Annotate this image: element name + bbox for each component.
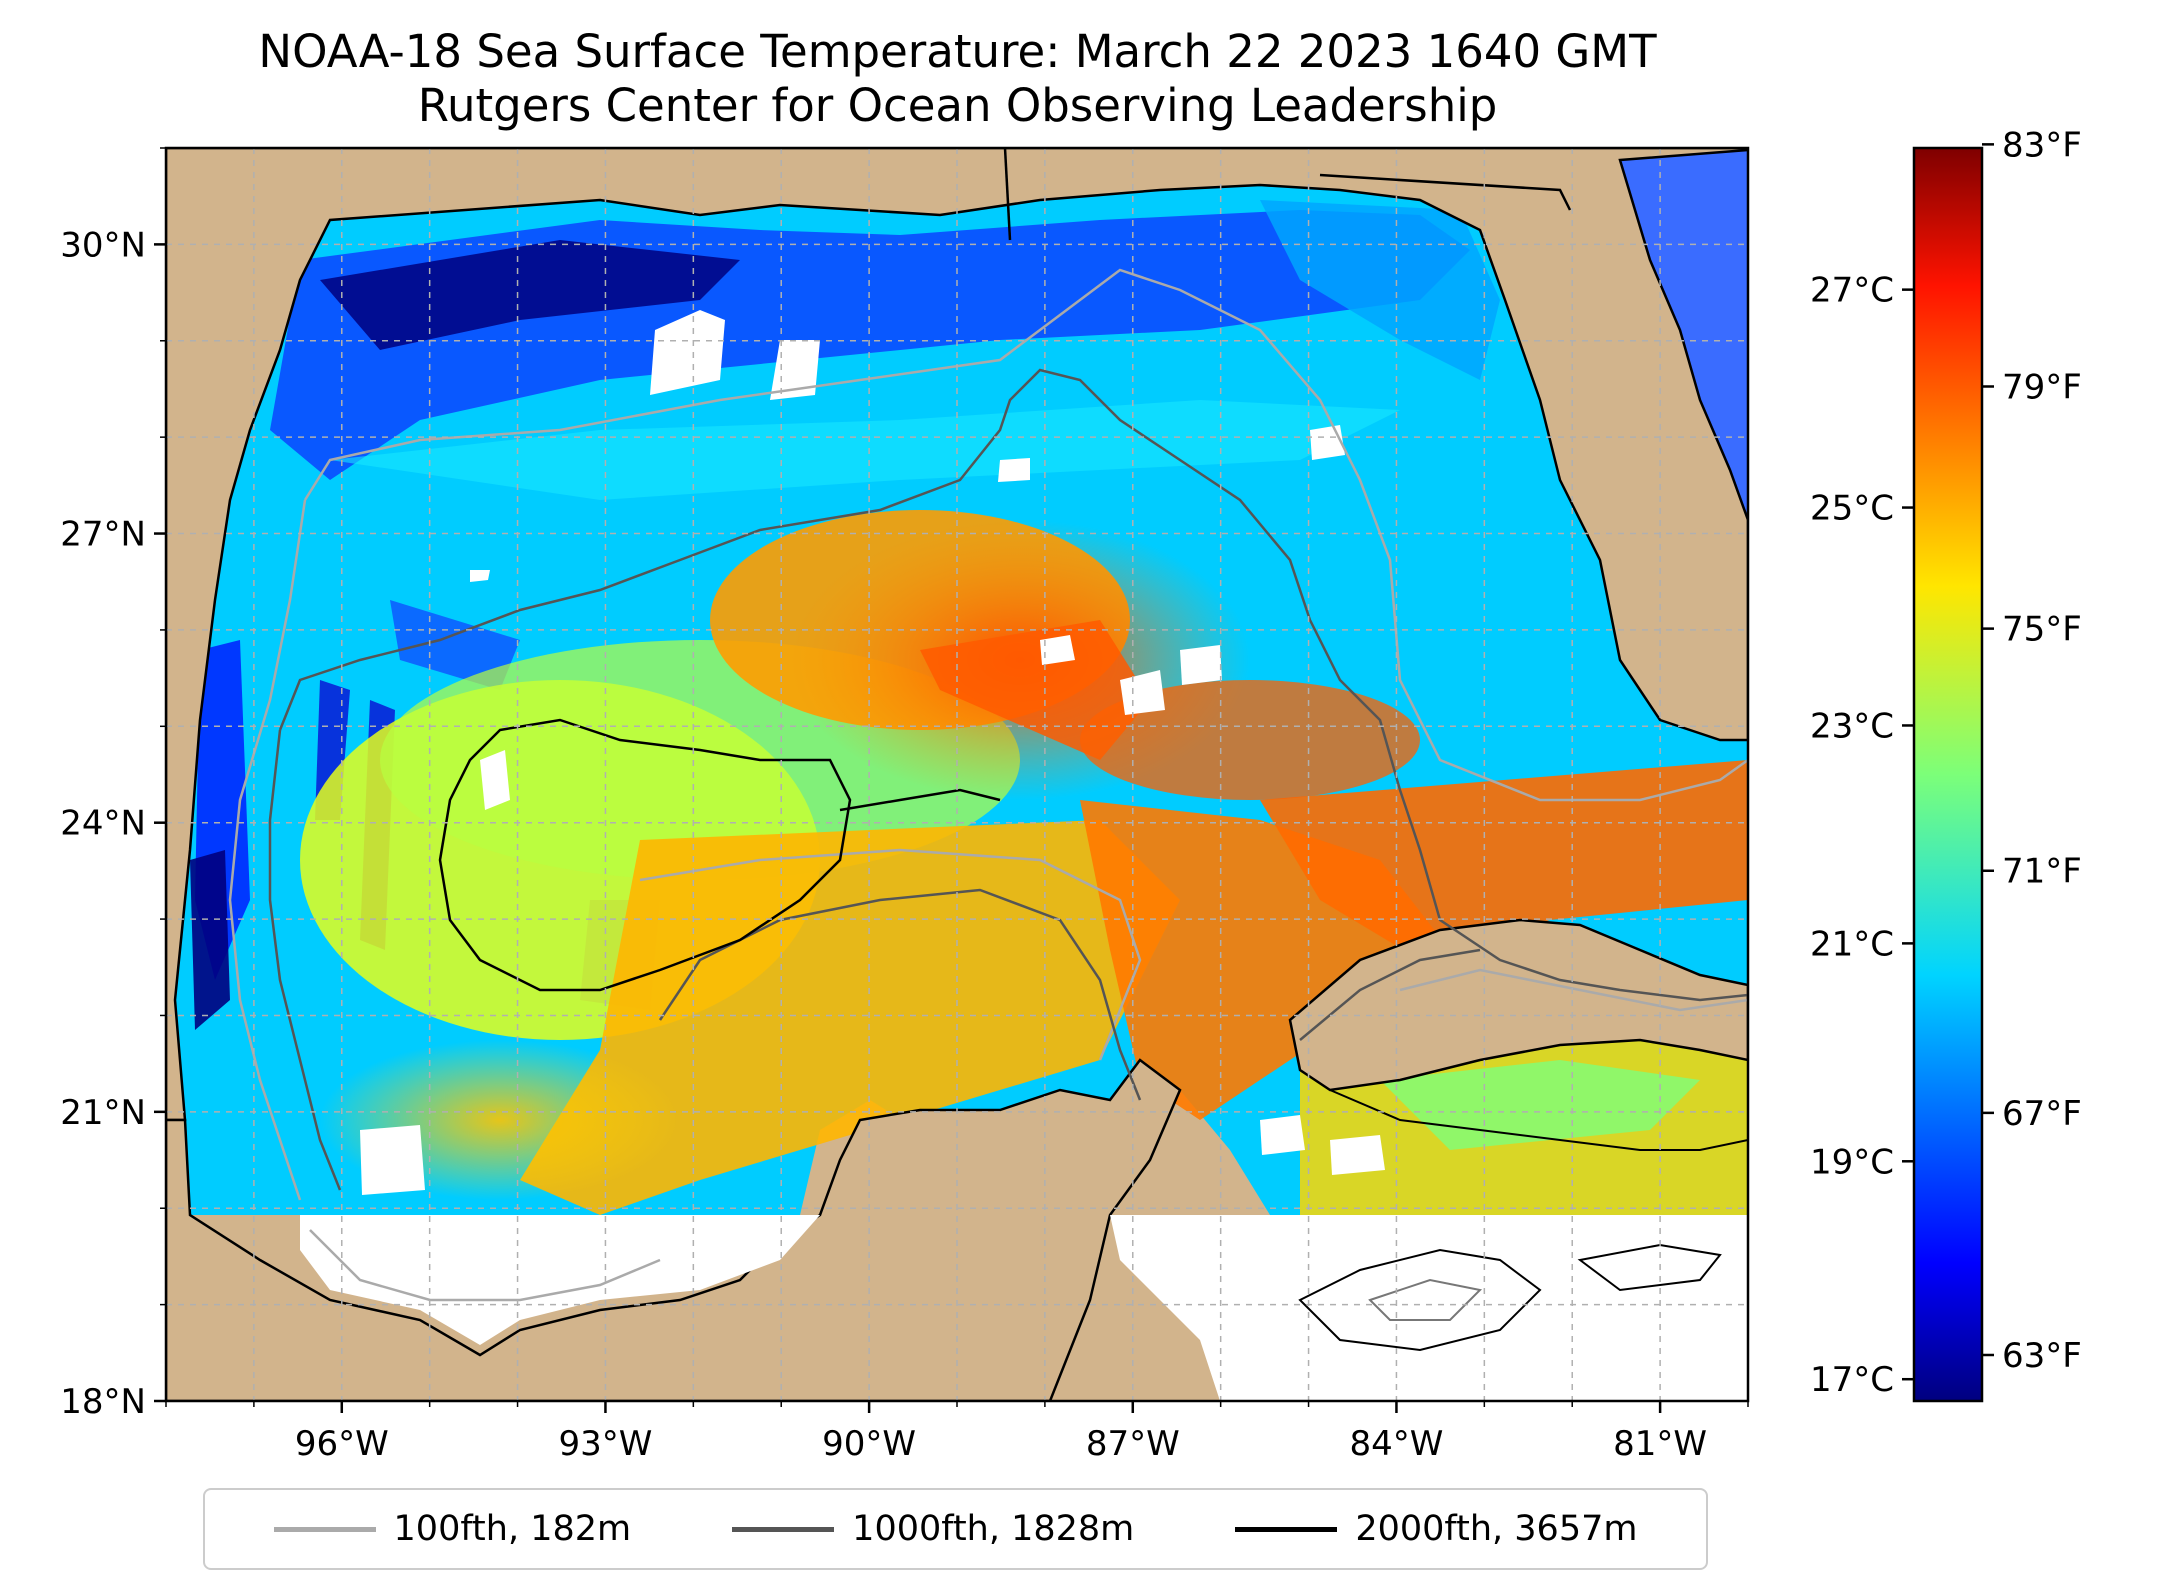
lat-tick-label: 18°N bbox=[60, 1382, 146, 1422]
legend: 100fth, 182m 1000fth, 1828m 2000fth, 365… bbox=[203, 1488, 1708, 1570]
colorbar-fahrenheit-axis: 63°F 67°F 71°F 75°F 79°F 83°F bbox=[1982, 125, 2082, 1376]
map-subtitle: Rutgers Center for Ocean Observing Leade… bbox=[417, 79, 1498, 132]
colorbar-celsius-label: 21°C bbox=[1810, 924, 1894, 964]
colorbar-fahrenheit-label: 71°F bbox=[2002, 852, 2082, 892]
lon-tick-label: 90°W bbox=[822, 1424, 916, 1464]
longitude-axis: 96°W 93°W 90°W 87°W 84°W 81°W bbox=[165, 1401, 1749, 1464]
cuba-land bbox=[1288, 918, 1748, 1092]
legend-label-2000fth: 2000fth, 3657m bbox=[1355, 1509, 1638, 1549]
colorbar-fahrenheit-label: 75°F bbox=[2002, 610, 2082, 650]
legend-item-2000fth: 2000fth, 3657m bbox=[1235, 1509, 1637, 1549]
lon-tick-label: 84°W bbox=[1349, 1424, 1443, 1464]
colorbar bbox=[1912, 146, 1984, 1403]
contour-1000fth bbox=[278, 368, 1748, 1002]
lat-tick-label: 24°N bbox=[60, 804, 146, 844]
latitude-axis: 18°N 21°N 24°N 27°N 30°N bbox=[60, 147, 166, 1422]
atlantic-water bbox=[1620, 150, 1748, 520]
lon-tick-label: 93°W bbox=[558, 1424, 652, 1464]
legend-item-1000fth: 1000fth, 1828m bbox=[732, 1509, 1134, 1549]
lon-tick-label: 87°W bbox=[1086, 1424, 1180, 1464]
contour-100fth bbox=[228, 268, 1748, 1201]
lat-tick-label: 27°N bbox=[60, 515, 146, 555]
legend-label-1000fth: 1000fth, 1828m bbox=[852, 1509, 1135, 1549]
colorbar-celsius-label: 25°C bbox=[1810, 489, 1894, 529]
colorbar-celsius-label: 19°C bbox=[1810, 1142, 1894, 1182]
legend-swatch-1000fth bbox=[732, 1526, 835, 1532]
legend-swatch-2000fth bbox=[1235, 1526, 1338, 1532]
colorbar-celsius-axis: 17°C 19°C 21°C 23°C 25°C 27°C bbox=[1810, 271, 1914, 1400]
north-coast-land bbox=[166, 148, 1748, 1122]
colorbar-celsius-label: 23°C bbox=[1810, 706, 1894, 746]
lon-tick-label: 96°W bbox=[295, 1424, 389, 1464]
legend-label-100fth: 100fth, 182m bbox=[393, 1509, 632, 1549]
lon-tick-label: 81°W bbox=[1613, 1424, 1707, 1464]
colorbar-celsius-label: 27°C bbox=[1810, 271, 1894, 311]
lat-tick-label: 30°N bbox=[60, 225, 146, 265]
mexico-land bbox=[166, 1058, 1182, 1401]
legend-swatch-100fth bbox=[273, 1526, 376, 1532]
contour-2000fth bbox=[438, 718, 852, 992]
map-title: NOAA-18 Sea Surface Temperature: March 2… bbox=[258, 25, 1657, 78]
colorbar-fahrenheit-label: 63°F bbox=[2002, 1336, 2082, 1376]
colorbar-celsius-label: 17°C bbox=[1810, 1360, 1894, 1400]
colorbar-fahrenheit-label: 79°F bbox=[2002, 367, 2082, 407]
colorbar-fahrenheit-label: 83°F bbox=[2002, 125, 2082, 165]
colorbar-fahrenheit-label: 67°F bbox=[2002, 1094, 2082, 1134]
legend-item-100fth: 100fth, 182m bbox=[273, 1509, 632, 1549]
lat-tick-label: 21°N bbox=[60, 1093, 146, 1133]
